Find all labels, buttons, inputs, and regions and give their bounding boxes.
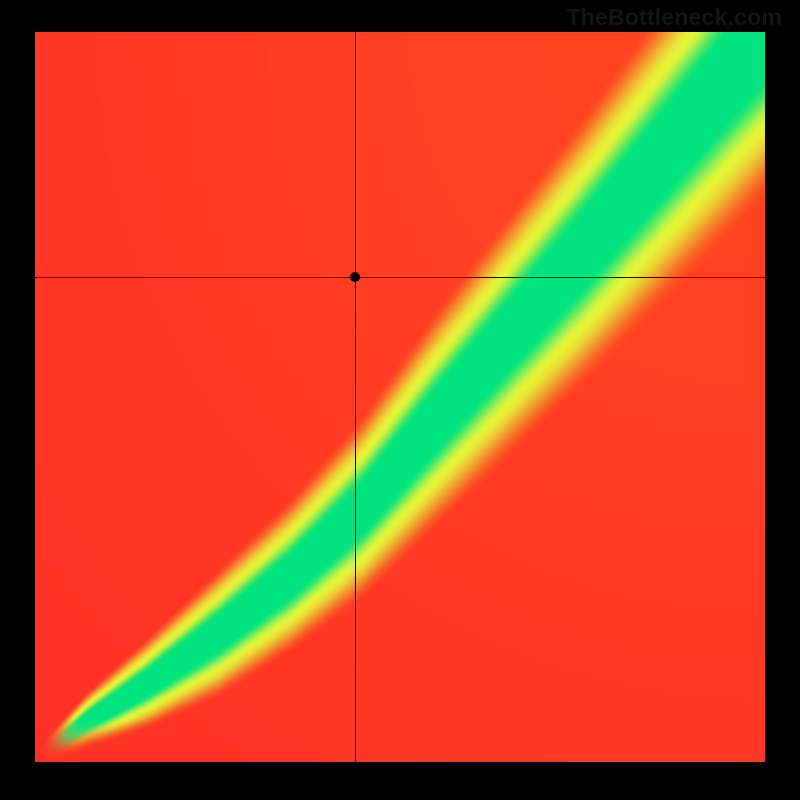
chart-container: TheBottleneck.com	[0, 0, 800, 800]
attribution-text: TheBottleneck.com	[566, 4, 782, 31]
heatmap-plot-area	[35, 32, 765, 762]
bottleneck-heatmap	[35, 32, 765, 762]
